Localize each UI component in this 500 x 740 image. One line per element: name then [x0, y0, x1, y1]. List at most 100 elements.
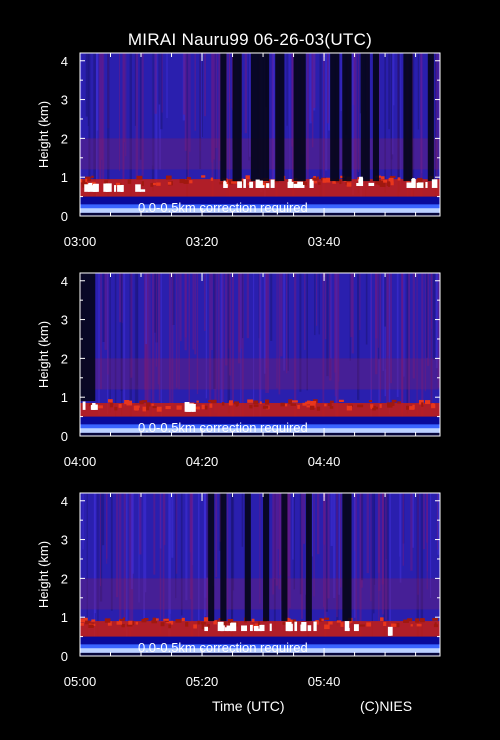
boundary-layer-texture: [91, 619, 96, 622]
boundary-layer-texture: [115, 182, 121, 187]
noise-streak: [293, 493, 296, 590]
noise-streak: [266, 273, 268, 368]
boundary-layer-texture: [228, 401, 233, 406]
noise-streak: [136, 273, 139, 405]
y-tick-label: 1: [61, 390, 68, 405]
cloud-return: [226, 625, 233, 632]
noise-streak: [168, 273, 171, 405]
noise-streak: [432, 273, 436, 360]
noise-streak: [278, 273, 281, 395]
noise-streak: [292, 53, 295, 196]
cloud-return: [270, 179, 275, 188]
noise-streak: [403, 273, 405, 377]
boundary-layer-texture: [128, 620, 133, 625]
noise-streak: [351, 53, 355, 195]
noise-streak: [315, 273, 318, 326]
noise-streak: [106, 493, 108, 564]
y-axis-label: Height (km): [36, 541, 51, 608]
boundary-layer-texture: [185, 622, 189, 627]
attenuated-column: [293, 53, 306, 182]
noise-streak: [375, 273, 378, 339]
noise-streak: [383, 493, 386, 651]
noise-streak: [304, 493, 307, 595]
noise-streak: [134, 273, 138, 412]
credit-label: (C)NIES: [360, 698, 413, 714]
boundary-layer-texture: [126, 624, 133, 627]
cloud-return: [406, 182, 412, 188]
noise-streak: [129, 53, 132, 203]
noise-streak: [123, 493, 126, 632]
boundary-layer-texture: [317, 182, 321, 185]
boundary-layer-texture: [91, 175, 94, 179]
noise-streak: [430, 493, 432, 599]
noise-streak: [189, 493, 193, 600]
noise-streak: [209, 273, 212, 436]
boundary-layer-texture: [116, 621, 123, 625]
boundary-layer-texture: [121, 624, 125, 628]
noise-streak: [399, 493, 402, 583]
cloud-return: [184, 402, 190, 412]
noise-streak: [436, 493, 438, 550]
attenuated-column: [80, 273, 96, 402]
boundary-layer-texture: [196, 400, 199, 403]
boundary-layer-texture: [379, 404, 382, 408]
attenuated-column: [342, 493, 352, 622]
noise-streak: [155, 273, 158, 367]
noise-streak: [139, 53, 142, 160]
boundary-layer-texture: [167, 181, 172, 185]
boundary-layer-texture: [297, 404, 300, 409]
noise-streak: [266, 273, 270, 393]
y-tick-label: 2: [61, 571, 68, 586]
plot-frame: [79, 272, 441, 437]
boundary-layer-texture: [319, 617, 323, 622]
boundary-layer-texture: [249, 404, 253, 409]
boundary-layer-texture: [375, 179, 379, 185]
noise-streak: [237, 273, 241, 364]
cloud-return: [347, 627, 350, 632]
cloud-return: [191, 403, 196, 412]
boundary-layer-texture: [240, 180, 244, 185]
noise-streak: [180, 493, 183, 616]
boundary-layer-texture: [98, 405, 103, 409]
noise-streak: [130, 493, 133, 590]
noise-streak: [316, 493, 320, 555]
boundary-layer-texture: [210, 399, 217, 404]
cloud-return: [224, 627, 229, 632]
cloud-return: [266, 183, 270, 188]
noise-streak: [231, 493, 233, 646]
boundary-layer-texture: [311, 177, 317, 183]
noise-streak: [187, 53, 189, 185]
noise-streak: [399, 493, 401, 557]
noise-streak: [311, 53, 314, 148]
noise-streak: [240, 273, 242, 349]
noise-streak: [114, 273, 117, 418]
cloud-return: [204, 626, 208, 632]
boundary-layer-texture: [288, 399, 293, 405]
noise-streak: [370, 493, 372, 602]
noise-streak: [293, 273, 297, 432]
noise-streak: [287, 493, 290, 577]
boundary-layer-texture: [290, 403, 296, 406]
y-axis-label: Height (km): [36, 101, 51, 168]
noise-streak: [118, 53, 120, 171]
near-ground-layer: [80, 428, 440, 433]
noise-streak: [299, 273, 302, 392]
noise-streak: [351, 273, 354, 354]
boundary-layer-texture: [207, 624, 211, 628]
boundary-layer-texture: [391, 399, 397, 403]
boundary-layer-texture: [156, 406, 162, 412]
noise-streak: [157, 273, 160, 385]
noise-streak: [336, 273, 339, 423]
noise-streak: [324, 273, 327, 340]
boundary-layer-texture: [380, 617, 384, 621]
noise-streak: [218, 53, 222, 161]
boundary-layer-texture: [118, 404, 122, 408]
attenuated-column: [281, 493, 288, 622]
cloud-return: [260, 624, 265, 632]
boundary-layer-texture: [146, 406, 150, 411]
boundary-layer-texture: [141, 181, 144, 186]
boundary-layer-texture: [316, 406, 321, 411]
noise-streak: [319, 53, 322, 199]
noise-streak: [154, 273, 157, 333]
noise-streak: [110, 493, 113, 611]
